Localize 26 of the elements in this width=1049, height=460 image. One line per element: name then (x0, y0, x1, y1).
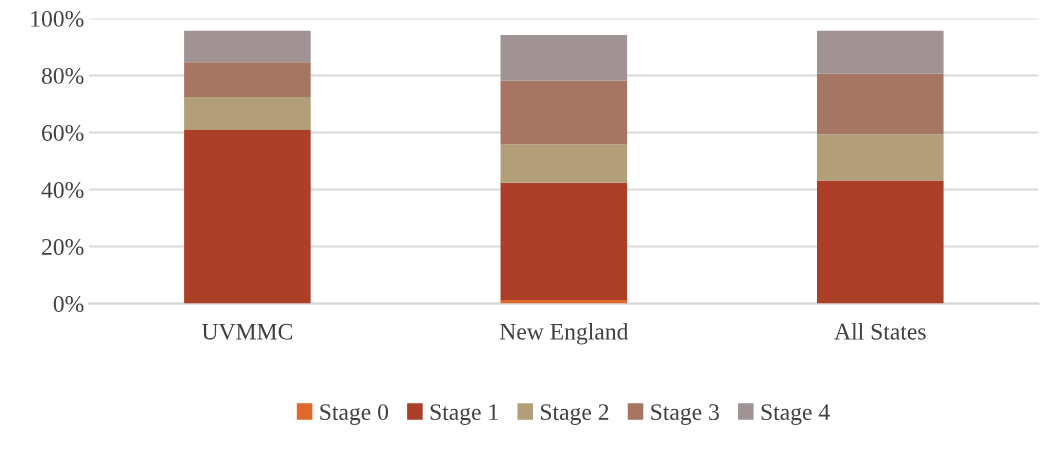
bar (184, 30, 311, 63)
bar (817, 73, 944, 135)
y-tick-label: 80% (41, 67, 84, 84)
bar (500, 80, 628, 145)
y-tick-label: 20% (42, 239, 84, 256)
y-tick-label: 40% (41, 182, 84, 199)
bar (184, 62, 311, 98)
bar (817, 180, 944, 304)
legend-label: Stage 2 (540, 404, 609, 425)
bar (500, 34, 628, 81)
legend-label: Stage 0 (320, 404, 389, 425)
legend-label: Stage 4 (761, 404, 830, 425)
legend-label: Stage 1 (430, 404, 498, 425)
bar (817, 30, 944, 74)
y-tick-label: 60% (42, 124, 84, 141)
bar (184, 129, 311, 304)
bar (500, 182, 628, 300)
bar (500, 144, 628, 183)
x-tick-label: UVMMC (201, 323, 292, 340)
bar (817, 134, 944, 181)
y-tick-label: 100% (31, 10, 84, 27)
x-tick-label: New England (499, 323, 629, 345)
y-tick-label: 0% (53, 296, 84, 313)
legend-label: Stage 3 (651, 404, 719, 425)
bar (184, 97, 311, 130)
x-tick-label: All States (834, 323, 926, 340)
